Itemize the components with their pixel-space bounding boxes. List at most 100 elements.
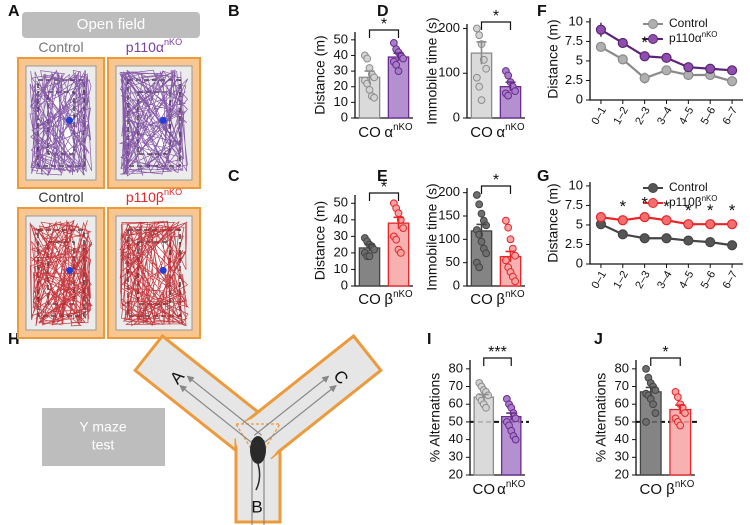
y-axis-label: Immobile time (s) xyxy=(424,17,440,124)
y-tick-label: 100 xyxy=(438,65,460,80)
series-point xyxy=(639,233,650,244)
arena-label-base: Control xyxy=(38,39,83,55)
series-point xyxy=(639,212,650,223)
x-tick-label: 5–6 xyxy=(699,105,719,127)
series-point xyxy=(639,51,650,62)
series-point xyxy=(661,52,672,63)
arena-label-base: Control xyxy=(38,189,83,205)
x-tick-label-base: CO xyxy=(358,124,381,141)
y-maze-box xyxy=(42,408,165,466)
data-point xyxy=(511,87,520,96)
series-point xyxy=(705,219,716,230)
arm-label: B xyxy=(251,497,262,516)
series-point xyxy=(726,65,738,76)
x-tick-label: 0–1 xyxy=(589,269,609,291)
y-tick-label: 7.5 xyxy=(565,197,583,212)
significance-label: * xyxy=(707,201,714,220)
panel-letter: H xyxy=(8,331,20,348)
data-point xyxy=(475,82,484,91)
x-tick-label: 4–5 xyxy=(677,105,697,127)
y-axis-label: Distance (m) xyxy=(312,35,328,114)
y-tick-label: 50 xyxy=(615,413,629,428)
y-tick-label: 70 xyxy=(449,378,463,393)
significance-bracket xyxy=(650,357,681,366)
y-tick-label: 0 xyxy=(453,109,460,124)
x-tick-label: CO xyxy=(358,291,381,308)
significance-label: * xyxy=(641,194,648,213)
x-tick-label-base: CO xyxy=(473,481,496,498)
y-tick-label: 5 xyxy=(576,216,583,231)
data-point xyxy=(394,209,403,218)
series-point xyxy=(683,62,694,73)
x-tick-label: 4–5 xyxy=(677,269,697,291)
significance-bracket xyxy=(368,192,400,201)
y-tick-label: 60 xyxy=(449,396,463,411)
arena-label-base: p110α xyxy=(126,39,164,55)
significance-bracket xyxy=(480,21,512,30)
x-tick-label: βnKO xyxy=(384,289,413,308)
x-tick-label: 0–1 xyxy=(589,105,609,127)
data-point xyxy=(396,249,405,257)
arena-label-base: p110β xyxy=(126,189,164,205)
data-point xyxy=(482,249,491,258)
significance-bracket xyxy=(483,357,512,366)
data-point xyxy=(472,24,481,33)
arena-label: p110βnKO xyxy=(126,187,182,204)
y-tick-label: 70 xyxy=(615,378,629,393)
legend-label: p110αnKO xyxy=(669,30,717,46)
significance-label: *** xyxy=(488,344,507,361)
x-tick-label-base: β xyxy=(496,291,505,308)
y-tick-label: 200 xyxy=(438,20,460,35)
panel-letter: G xyxy=(537,168,549,185)
data-point xyxy=(477,209,486,218)
y-axis-label: Distance (m) xyxy=(312,201,328,280)
data-point xyxy=(472,73,481,82)
arena-label: Control xyxy=(38,39,83,55)
data-point xyxy=(511,251,520,260)
y-maze-title: Y maze xyxy=(79,419,126,435)
x-tick-label-sup: nKO xyxy=(675,479,695,490)
data-point xyxy=(482,221,491,230)
x-tick-label: αnKO xyxy=(497,479,526,498)
data-point xyxy=(477,96,486,104)
y-tick-label: 80 xyxy=(615,360,629,375)
y-tick-label: 40 xyxy=(334,211,348,226)
x-tick-label-base: CO xyxy=(358,291,381,308)
arena-label-sup: nKO xyxy=(164,37,182,47)
y-axis-label: % Alternations xyxy=(427,373,443,463)
legend-label-base: Control xyxy=(669,180,708,194)
y-tick-label: 10 xyxy=(334,261,348,276)
junction-zone xyxy=(234,423,282,462)
x-tick-label: βnKO xyxy=(496,289,525,308)
y-tick-label: 10 xyxy=(569,13,583,28)
y-tick-label: 50 xyxy=(449,413,463,428)
data-point xyxy=(501,216,510,225)
y-tick-label: 30 xyxy=(449,449,463,464)
arena-label: p110αnKO xyxy=(126,37,182,54)
start-point xyxy=(159,266,167,274)
data-point xyxy=(370,73,379,82)
data-point xyxy=(484,391,493,400)
x-tick-label-base: CO xyxy=(640,481,663,498)
series-point xyxy=(617,37,628,49)
significance-label: * xyxy=(493,8,499,25)
arena-label: Control xyxy=(38,189,83,205)
x-tick-label-sup: nKO xyxy=(506,479,526,490)
data-point xyxy=(511,435,520,444)
legend-label-sup: nKO xyxy=(702,30,718,39)
track xyxy=(119,69,189,177)
data-point xyxy=(681,409,689,417)
y-tick-label: 2.5 xyxy=(565,72,583,87)
legend-label: p110βnKO xyxy=(669,194,717,210)
data-point xyxy=(482,64,491,73)
arrow xyxy=(261,385,337,446)
x-tick-label: 1–2 xyxy=(611,269,631,291)
track xyxy=(29,219,93,327)
y-tick-label: 20 xyxy=(334,244,348,259)
significance-label: * xyxy=(663,197,670,216)
open-field-title: Open field xyxy=(77,16,145,33)
significance-label: * xyxy=(662,344,668,361)
data-point xyxy=(676,421,685,430)
x-tick-label: αnKO xyxy=(384,122,413,141)
